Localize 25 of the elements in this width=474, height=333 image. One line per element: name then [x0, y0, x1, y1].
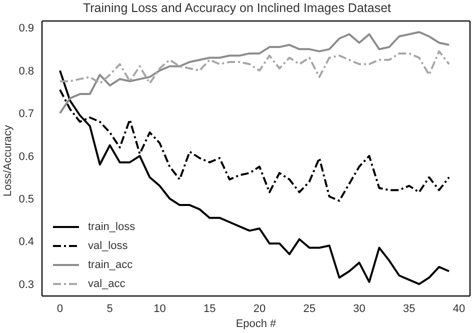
y-tick-label: 0.5	[18, 194, 34, 206]
line-series	[58, 31, 450, 114]
x-tick-label: 20	[253, 302, 266, 315]
legend-label: val_loss	[88, 240, 128, 252]
legend-label: train_acc	[88, 258, 133, 270]
y-tick-label: 0.7	[18, 108, 34, 120]
chart-title: Training Loss and Accuracy on Inclined Images Dataset	[82, 1, 392, 15]
x-tick-label: 10	[154, 302, 166, 315]
y-tick-label: 0.3	[18, 278, 34, 291]
x-tick-label: 25	[303, 302, 316, 315]
y-tick-label: 0.4	[18, 236, 34, 248]
x-tick-label: 0	[56, 302, 64, 315]
line-series	[58, 50, 450, 84]
x-tick-label: 15	[203, 302, 216, 315]
legend-label: val_acc	[88, 278, 126, 290]
x-tick-label: 35	[403, 302, 416, 315]
y-axis-title: Loss/Accuracy	[2, 124, 14, 196]
y-tick-label: 0.8	[18, 65, 34, 78]
legend-label: train_loss	[88, 220, 136, 232]
x-axis-title: Epoch #	[236, 318, 278, 330]
y-tick-label: 0.9	[18, 22, 34, 35]
x-tick-label: 40	[452, 302, 466, 315]
y-tick-label: 0.6	[18, 150, 34, 163]
x-tick-label: 5	[106, 302, 113, 315]
x-tick-label: 30	[353, 302, 366, 315]
